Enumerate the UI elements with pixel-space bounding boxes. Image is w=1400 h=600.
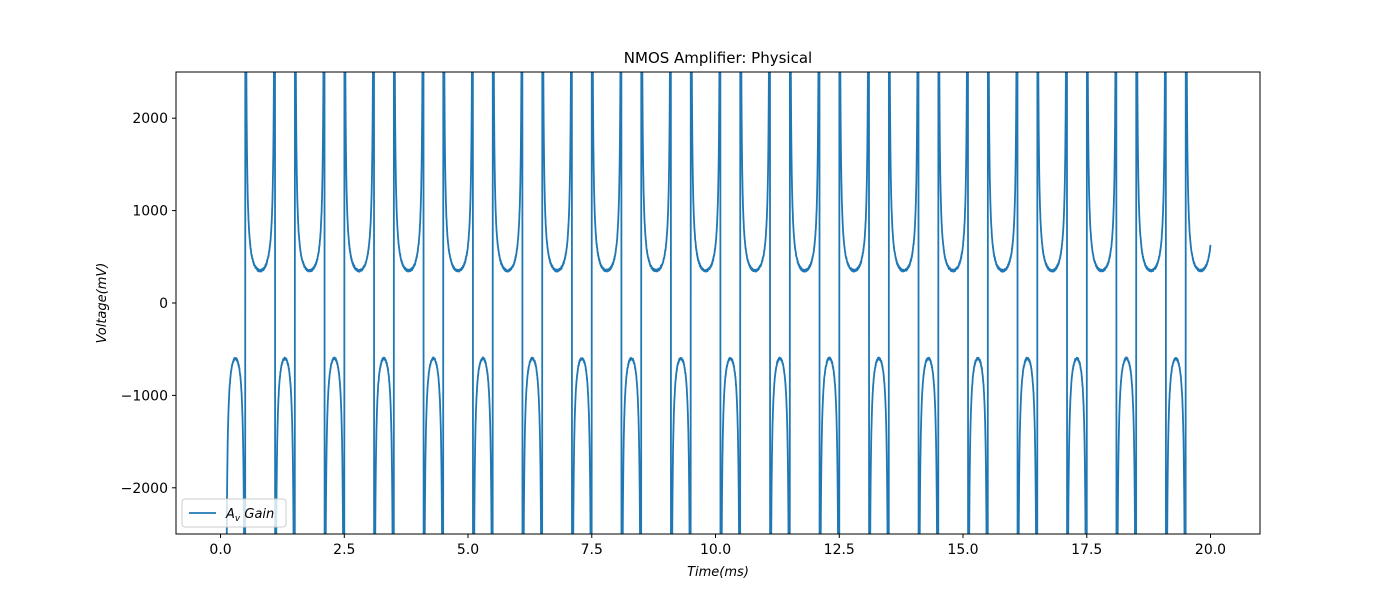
x-tick-label: 20.0: [1195, 542, 1226, 558]
legend-label-main: A: [225, 507, 235, 522]
legend-label-rest: Gain: [240, 507, 274, 522]
legend: Av Gain: [181, 498, 287, 528]
series-group: [225, 72, 1212, 534]
legend-box: [181, 498, 287, 528]
y-tick-label: 1000: [132, 204, 168, 220]
x-tick-label: 17.5: [1071, 542, 1102, 558]
y-axis-label: Voltage(mV): [95, 263, 110, 344]
chart-title: NMOS Amplifier: Physical: [624, 49, 812, 67]
x-tick-label: 5.0: [457, 542, 479, 558]
x-tick-label: 12.5: [824, 542, 855, 558]
series-line-a-v-gain: [225, 72, 1212, 534]
legend-entry-a-v-gain: Av Gain: [225, 507, 274, 524]
x-axis-label: Time(ms): [687, 565, 749, 580]
x-tick-label: 2.5: [333, 542, 355, 558]
y-tick-label: 0: [159, 296, 168, 312]
legend-label-sub: v: [235, 514, 241, 524]
y-tick-label: −1000: [121, 388, 168, 404]
x-axis: 0.0 2.5 5.0 7.5 10.0 12.5 15.0 17.5 20.0: [209, 534, 1226, 558]
y-tick-label: 2000: [132, 111, 168, 127]
y-axis: −2000 −1000 0 1000 2000: [121, 111, 176, 497]
x-tick-label: 0.0: [209, 542, 231, 558]
y-tick-label: −2000: [121, 481, 168, 497]
x-tick-label: 10.0: [700, 542, 731, 558]
x-tick-label: 15.0: [947, 542, 978, 558]
x-tick-label: 7.5: [581, 542, 603, 558]
